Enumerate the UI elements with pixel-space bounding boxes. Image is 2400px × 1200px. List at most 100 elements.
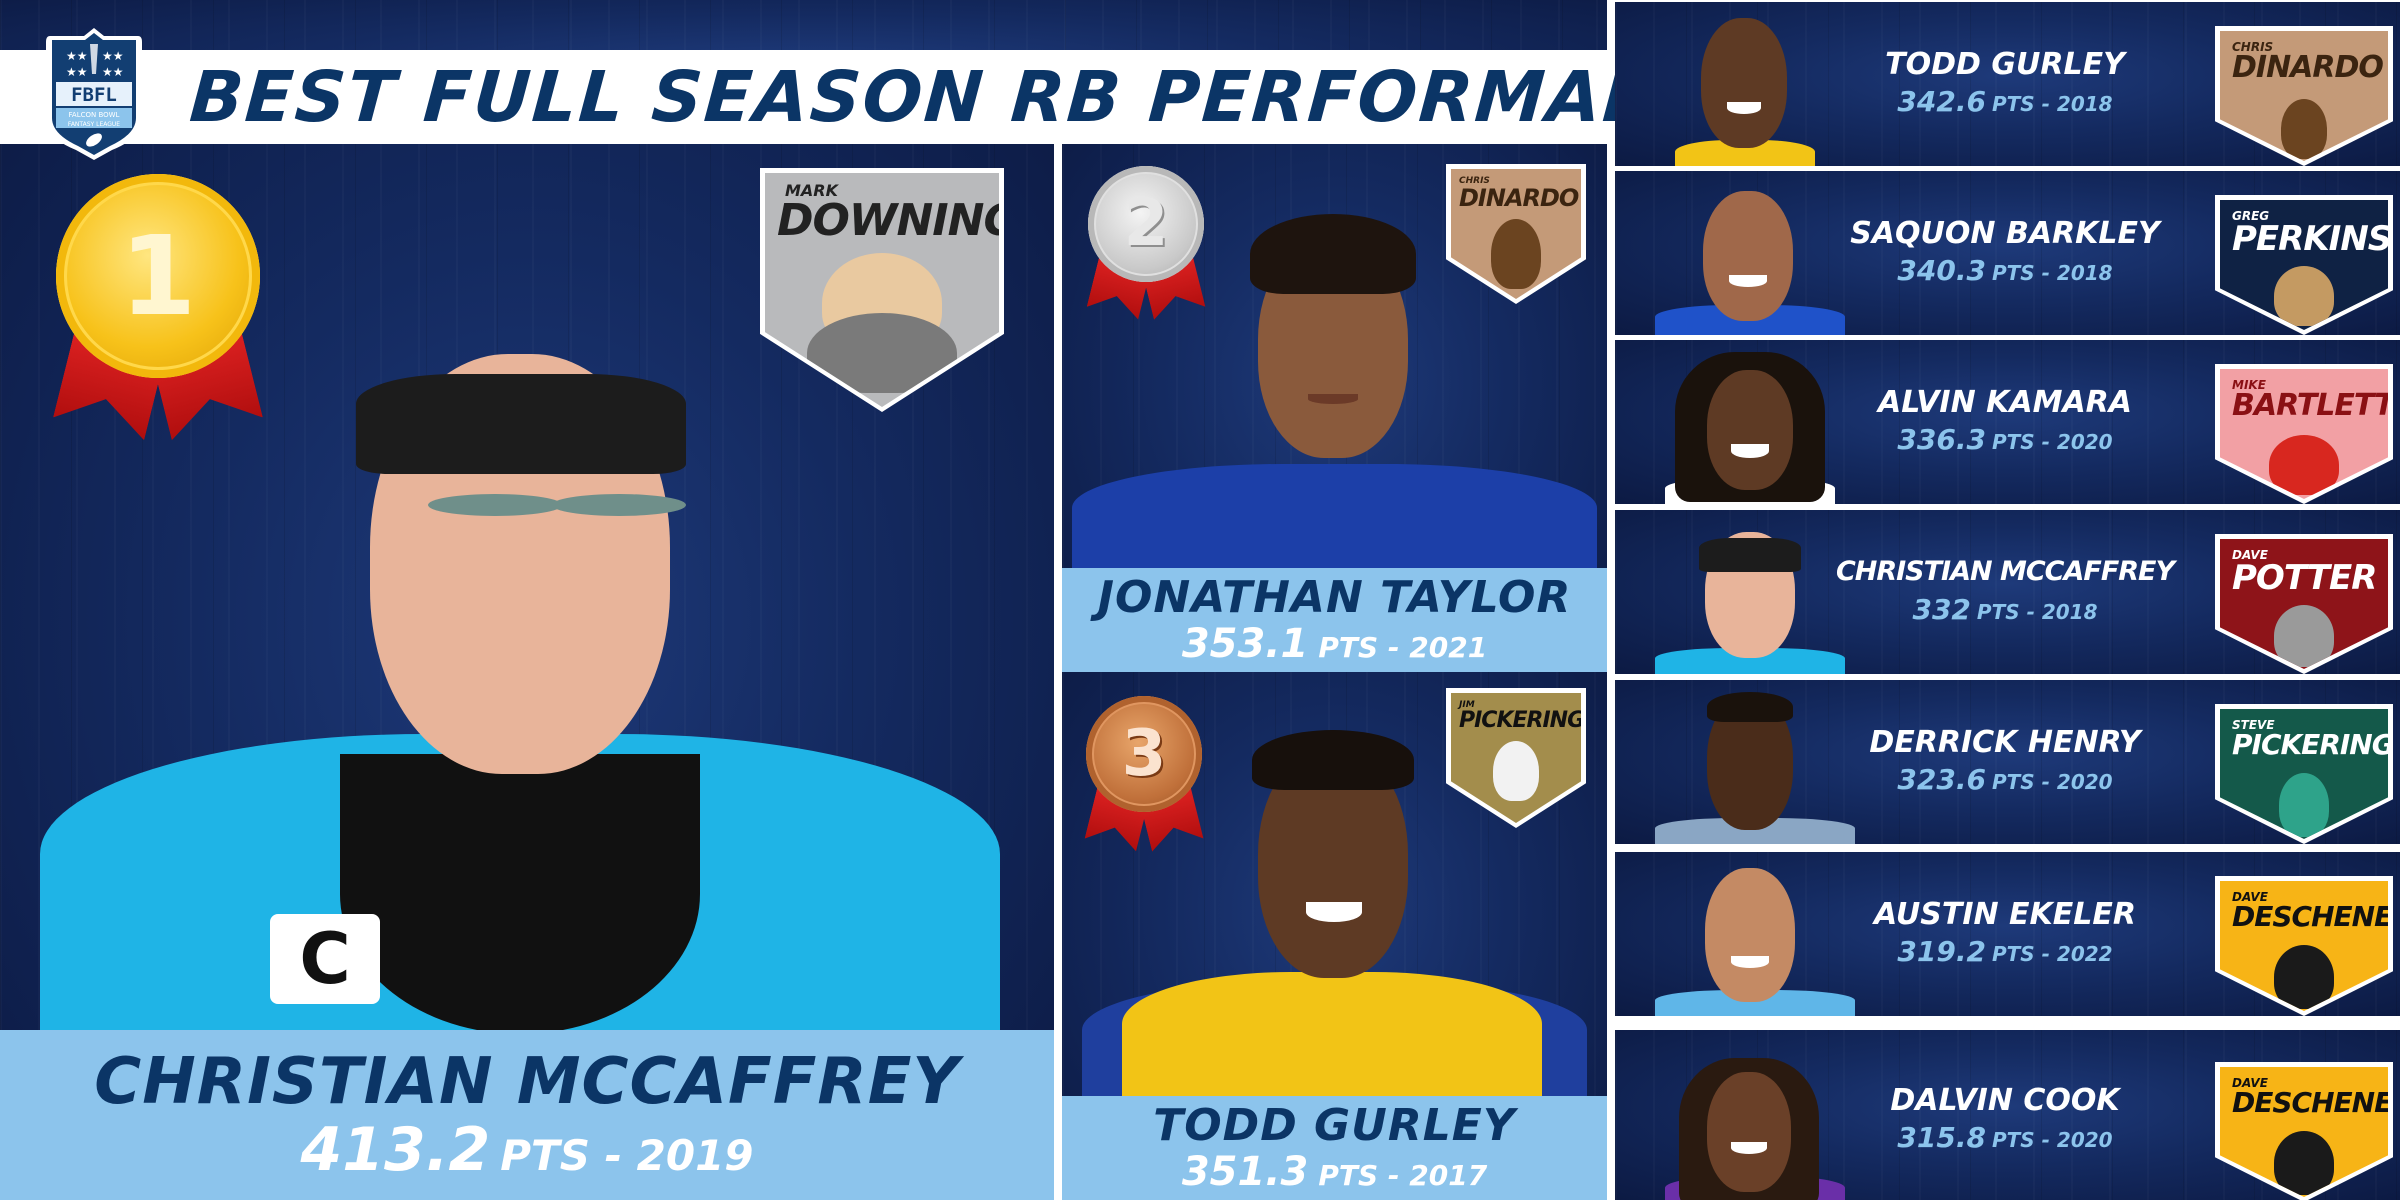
runners-up-column: 2 CHRIS DINARDO JONATHAN TAYLOR 353.1 PTS…: [1062, 144, 1607, 1200]
third-place-card: 3 JIM PICKERING TODD GURLEY 351.3 PTS - 2…: [1062, 672, 1607, 1200]
player-name: JONATHAN TAYLOR: [1097, 572, 1572, 623]
shield-logo-icon: ★★ ★★ ★★ ★★ FBFL FALCON BOWL FANTASY LEA…: [46, 28, 142, 160]
player-points: 342.6: [1897, 85, 1986, 118]
player-points: 340.3: [1897, 254, 1986, 287]
points-season-label: PTS - 2018: [1976, 600, 2098, 624]
owner-badge-inner: GREG PERKINS: [2220, 200, 2388, 330]
page-title: BEST FULL SEASON RB PERFORMANCE: [187, 56, 1770, 138]
player-photo: [1062, 184, 1607, 574]
player-photo: [1655, 860, 1855, 1016]
player-mouth: [1308, 394, 1358, 404]
owner-badge-inner: DAVE DESCHENE: [2220, 1067, 2388, 1197]
player-name: TODD GURLEY: [1153, 1100, 1516, 1151]
league-logo: ★★ ★★ ★★ ★★ FBFL FALCON BOWL FANTASY LEA…: [42, 26, 146, 162]
owner-badge-inner: MIKE BARTLETT: [2220, 369, 2388, 499]
player-hair: [1252, 730, 1414, 790]
owner-first-name: GREG: [2232, 209, 2270, 223]
player-points: 315.8: [1897, 1121, 1986, 1154]
owner-first-name: DAVE: [2232, 890, 2268, 904]
points-season-label: PTS - 2019: [500, 1131, 754, 1180]
player-photo: [1062, 712, 1607, 1102]
points-season-label: PTS - 2017: [1318, 1159, 1488, 1192]
points-season-label: PTS - 2021: [1318, 631, 1488, 664]
list-item: AUSTIN EKELER 319.2 PTS - 2022 DAVE DESCH…: [1615, 852, 2400, 1016]
medal-rank: 3: [1086, 696, 1202, 812]
player-stat: 342.6 PTS - 2018: [1815, 88, 2195, 116]
second-place-card: 2 CHRIS DINARDO JONATHAN TAYLOR 353.1 PTS…: [1062, 144, 1607, 672]
medal-rank: 1: [56, 174, 260, 378]
captain-patch-icon: C: [270, 914, 380, 1004]
owner-badge: CHRIS DINARDO: [2215, 26, 2393, 166]
player-mouth: [1731, 444, 1769, 458]
player-photo: [1655, 1038, 1855, 1200]
player-headband: [1699, 538, 1801, 572]
points-season-label: PTS - 2020: [1991, 770, 2113, 794]
owner-first-name: MIKE: [2232, 378, 2266, 392]
list-item: CHRISTIAN MCCAFFREY 332 PTS - 2018 DAVE P…: [1615, 510, 2400, 674]
svg-text:FBFL: FBFL: [71, 84, 117, 106]
svg-text:★★: ★★: [102, 49, 124, 63]
player-info-band: TODD GURLEY 351.3 PTS - 2017: [1062, 1096, 1607, 1200]
player-points: 319.2: [1897, 935, 1986, 968]
player-head: [1703, 191, 1793, 321]
player-mouth: [1727, 102, 1761, 114]
owner-first-name: JIM: [1459, 700, 1475, 710]
medal-rank: 2: [1088, 166, 1204, 282]
svg-text:FALCON BOWL: FALCON BOWL: [69, 111, 120, 119]
owner-mascot-icon: [2281, 99, 2327, 159]
owner-badge: GREG PERKINS: [2215, 195, 2393, 335]
owner-badge-inner: CHRIS DINARDO: [2220, 31, 2388, 161]
owner-mascot-icon: [2274, 1131, 2334, 1195]
svg-text:★★: ★★: [66, 65, 88, 79]
owner-badge-inner: STEVE PICKERING: [2220, 709, 2388, 839]
jersey-collar: [1122, 972, 1542, 1102]
owner-last-name: BARTLETT: [2232, 388, 2394, 423]
owner-first-name: MARK: [785, 181, 839, 200]
first-place-card: 1 MARK DOWNING C CHRISTIAN MCCAFFREY 413…: [0, 144, 1054, 1200]
player-info-band: CHRISTIAN MCCAFFREY 413.2 PTS - 2019: [0, 1030, 1054, 1200]
owner-first-name: DAVE: [2232, 548, 2268, 562]
player-points: 332: [1912, 593, 1971, 626]
player-eye: [428, 494, 563, 517]
player-name: SAQUON BARKLEY: [1850, 216, 2160, 251]
points-season-label: PTS - 2020: [1991, 430, 2113, 454]
player-photo: [1655, 179, 1855, 335]
player-points: 323.6: [1897, 763, 1986, 796]
owner-first-name: STEVE: [2232, 718, 2275, 732]
player-mouth: [1729, 275, 1767, 287]
points-season-label: PTS - 2022: [1991, 942, 2113, 966]
owner-mascot-icon: [1491, 219, 1541, 289]
svg-text:★★: ★★: [102, 65, 124, 79]
owner-last-name: DINARDO: [2232, 50, 2384, 85]
list-item: ALVIN KAMARA 336.3 PTS - 2020 MIKE BARTLE…: [1615, 340, 2400, 504]
player-photo: [1655, 518, 1855, 674]
list-item: DALVIN COOK 315.8 PTS - 2020 DAVE DESCHEN…: [1615, 1030, 2400, 1200]
player-eye: [552, 494, 687, 517]
jersey-collar: [340, 754, 700, 1034]
svg-text:★★: ★★: [66, 49, 88, 63]
player-stat: 315.8 PTS - 2020: [1815, 1124, 2195, 1152]
player-head: [1707, 370, 1793, 490]
owner-first-name: CHRIS: [2232, 40, 2274, 54]
owner-badge: STEVE PICKERING: [2215, 704, 2393, 844]
owner-badge: DAVE DESCHENE: [2215, 876, 2393, 1016]
player-mouth: [1306, 902, 1362, 922]
player-name: DERRICK HENRY: [1869, 725, 2141, 760]
player-stat: 336.3 PTS - 2020: [1815, 426, 2195, 454]
player-hair: [1707, 692, 1793, 722]
player-mouth: [1731, 956, 1769, 968]
player-photo: [1655, 348, 1855, 504]
player-points: 413.2: [300, 1115, 491, 1185]
player-mouth: [1731, 1142, 1767, 1154]
player-head: [1701, 18, 1787, 148]
player-name: TODD GURLEY: [1885, 47, 2125, 82]
player-stat: 413.2 PTS - 2019: [300, 1120, 753, 1180]
owner-last-name: POTTER: [2232, 558, 2377, 598]
owner-mascot-icon: [2269, 435, 2339, 495]
owner-mascot-icon: [2279, 773, 2329, 837]
player-photo: [1655, 10, 1855, 166]
owner-badge: DAVE POTTER: [2215, 534, 2393, 674]
player-info-band: JONATHAN TAYLOR 353.1 PTS - 2021: [1062, 568, 1607, 672]
points-season-label: PTS - 2020: [1991, 1128, 2113, 1152]
player-head: [1707, 1072, 1791, 1192]
